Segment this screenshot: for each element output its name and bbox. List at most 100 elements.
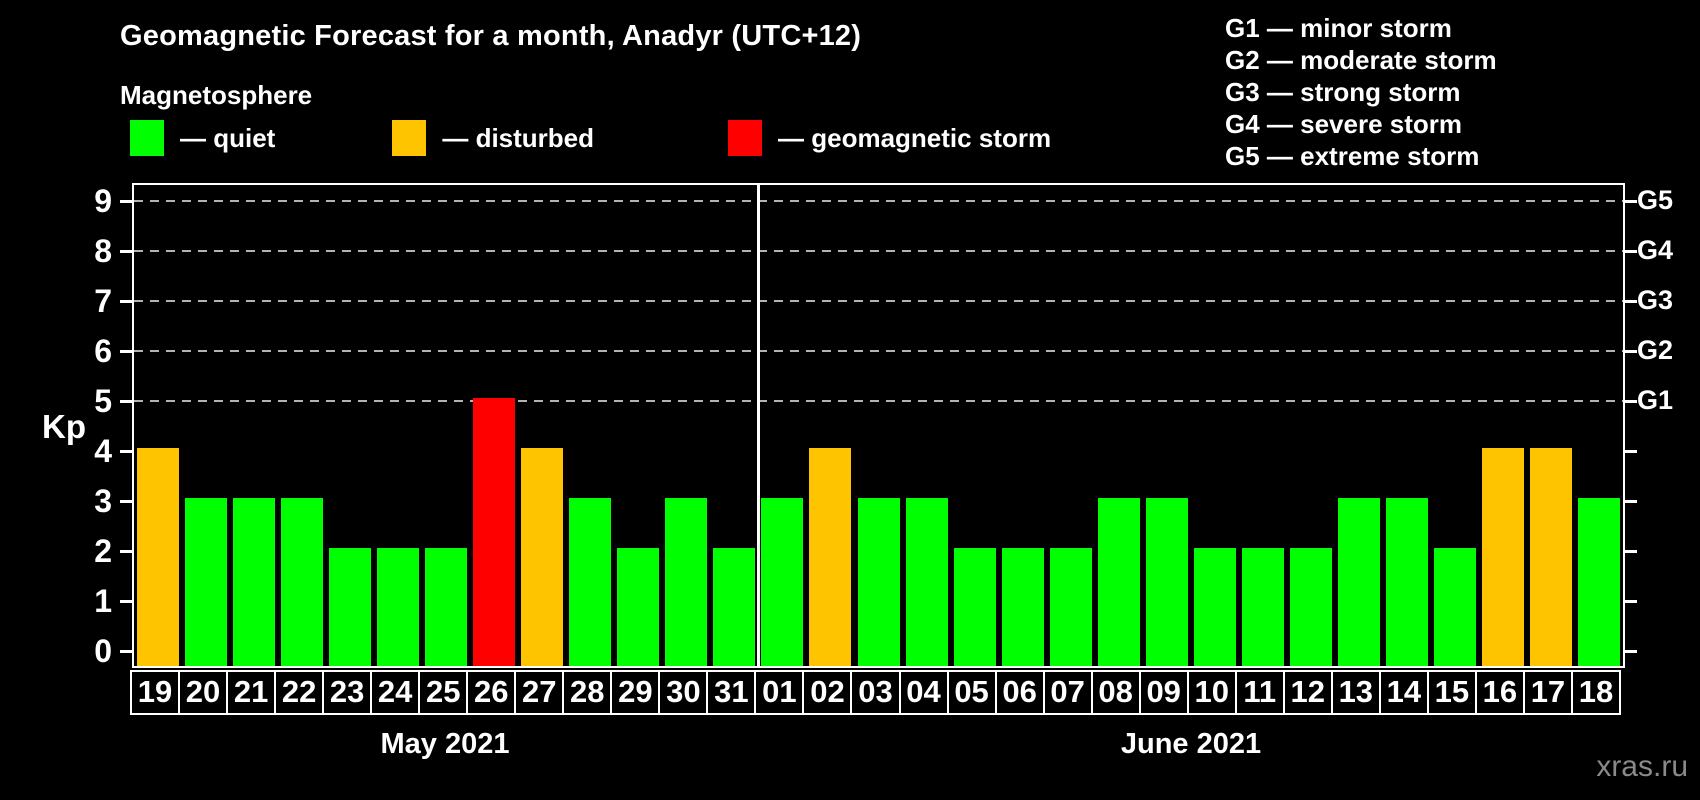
month-label-june: June 2021 — [1120, 728, 1262, 760]
magnetosphere-label: Magnetosphere — [120, 80, 313, 110]
day-label-june-01: 01 — [754, 670, 805, 715]
day-label-june-14: 14 — [1378, 670, 1429, 715]
y-axis-label-6: 6 — [94, 333, 112, 369]
day-label-june-03: 03 — [850, 670, 901, 715]
g-legend-line-4: G4 — severe storm — [1225, 109, 1463, 139]
y-tick-left-5 — [120, 400, 132, 403]
month-label-may: May 2021 — [380, 728, 510, 760]
kp-bar-june-10 — [1193, 548, 1236, 666]
kp-bar-june-06 — [1001, 548, 1044, 666]
gridline-kp-6 — [134, 350, 1623, 352]
kp-bar-may-28 — [569, 498, 612, 666]
g-legend-line-1: G1 — minor storm — [1225, 13, 1452, 43]
day-label-june-09: 09 — [1138, 670, 1189, 715]
day-label-june-04: 04 — [898, 670, 949, 715]
legend-label-quiet: — quiet — [180, 122, 276, 153]
y-tick-left-4 — [120, 450, 132, 453]
kp-bar-june-12 — [1289, 548, 1332, 666]
legend-item-quiet: — quiet — [130, 120, 275, 156]
y-axis-label-4: 4 — [94, 433, 112, 469]
y-tick-left-3 — [120, 500, 132, 503]
kp-bar-may-19 — [137, 448, 180, 666]
y-axis-label-2: 2 — [94, 533, 112, 569]
right-axis-label-g5: G5 — [1637, 185, 1674, 215]
y-axis-label-3: 3 — [94, 483, 112, 519]
day-label-june-08: 08 — [1090, 670, 1141, 715]
plot-area: Kp 0 1 2 3 4 5 6 7 8 9 G1 G2 G3 G4 G5 — [42, 183, 1673, 669]
day-label-june-15: 15 — [1426, 670, 1477, 715]
day-label-may-30: 30 — [658, 670, 709, 715]
kp-bar-june-18 — [1577, 498, 1620, 666]
day-label-may-22: 22 — [274, 670, 325, 715]
day-label-may-19: 19 — [130, 670, 181, 715]
y-axis-label-8: 8 — [94, 233, 112, 269]
y-axis-label-0: 0 — [94, 633, 112, 669]
kp-bar-june-03 — [857, 498, 900, 666]
day-label-june-05: 05 — [946, 670, 997, 715]
y-axis-title: Kp — [42, 408, 86, 445]
day-label-june-18: 18 — [1570, 670, 1621, 715]
g-legend-line-5: G5 — extreme storm — [1225, 141, 1480, 171]
y-axis-label-9: 9 — [94, 183, 112, 219]
day-axis: 19 20 21 22 23 24 25 26 27 28 29 30 31 01 02 03 04 05 06 07… — [130, 670, 1627, 715]
kp-bar-june-15 — [1433, 548, 1476, 666]
right-axis-label-g3: G3 — [1637, 285, 1674, 315]
day-label-june-17: 17 — [1522, 670, 1573, 715]
y-tick-right-7 — [1625, 300, 1637, 303]
y-tick-left-2 — [120, 550, 132, 553]
kp-bar-may-21 — [233, 498, 276, 666]
y-tick-right-2 — [1625, 550, 1637, 553]
kp-bar-june-14 — [1385, 498, 1428, 666]
kp-bar-june-04 — [905, 498, 948, 666]
day-label-june-12: 12 — [1282, 670, 1333, 715]
kp-bar-may-29 — [617, 548, 660, 666]
legend-label-disturbed: — disturbed — [442, 122, 595, 153]
y-axis-label-7: 7 — [94, 283, 112, 319]
kp-bar-may-26 — [473, 398, 516, 666]
kp-bar-june-16 — [1481, 448, 1524, 666]
kp-bar-june-11 — [1241, 548, 1284, 666]
month-separator — [756, 185, 760, 666]
g-scale-legend: G1 — minor storm G2 — moderate storm G3 — … — [1225, 12, 1497, 172]
day-label-may-27: 27 — [514, 670, 565, 715]
watermark: xras.ru — [1596, 750, 1688, 783]
y-tick-left-7 — [120, 300, 132, 303]
y-tick-left-1 — [120, 600, 132, 603]
day-label-may-26: 26 — [466, 670, 517, 715]
kp-bar-may-27 — [521, 448, 564, 666]
legend-swatch-quiet-icon — [130, 120, 164, 156]
y-tick-right-4 — [1625, 450, 1637, 453]
y-axis-label-1: 1 — [94, 583, 112, 619]
gridline-kp-9 — [134, 200, 1623, 202]
legend-label-storm: — geomagnetic storm — [778, 122, 1052, 153]
y-axis-label-5: 5 — [94, 383, 112, 419]
day-label-june-07: 07 — [1042, 670, 1093, 715]
gridline-kp-8 — [134, 250, 1623, 252]
kp-bar-june-05 — [953, 548, 996, 666]
day-label-june-10: 10 — [1186, 670, 1237, 715]
day-label-may-29: 29 — [610, 670, 661, 715]
day-label-may-23: 23 — [322, 670, 373, 715]
day-label-may-31: 31 — [706, 670, 757, 715]
kp-bar-may-25 — [425, 548, 468, 666]
y-tick-right-5 — [1625, 400, 1637, 403]
y-tick-left-8 — [120, 250, 132, 253]
legend-item-disturbed: — disturbed — [392, 120, 594, 156]
kp-bar-may-30 — [665, 498, 708, 666]
kp-bar-may-22 — [281, 498, 324, 666]
y-tick-left-6 — [120, 350, 132, 353]
day-label-june-11: 11 — [1234, 670, 1285, 715]
kp-bar-june-01 — [761, 498, 804, 666]
y-tick-right-8 — [1625, 250, 1637, 253]
right-axis-label-g4: G4 — [1637, 235, 1674, 265]
day-label-june-16: 16 — [1474, 670, 1525, 715]
chart-title: Geomagnetic Forecast for a month, Anadyr… — [120, 20, 862, 52]
kp-bar-june-08 — [1097, 498, 1140, 666]
y-tick-right-9 — [1625, 200, 1637, 203]
y-tick-right-0 — [1625, 650, 1637, 653]
y-tick-right-3 — [1625, 500, 1637, 503]
day-label-june-06: 06 — [994, 670, 1045, 715]
right-axis-label-g1: G1 — [1637, 385, 1674, 415]
gridline-kp-5 — [134, 400, 1623, 402]
kp-bar-june-09 — [1145, 498, 1188, 666]
